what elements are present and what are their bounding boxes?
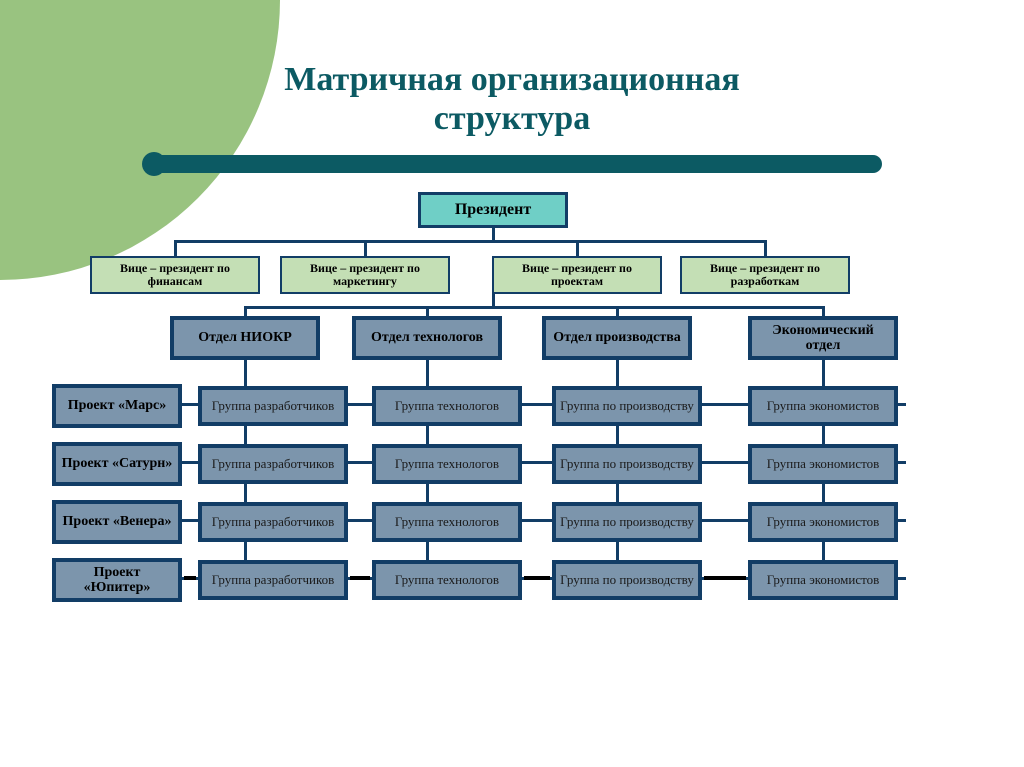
- vp-box-2: Вице – президент по проектам: [492, 256, 662, 294]
- line-dept-drop-0: [244, 306, 247, 316]
- dash-last-row-2: [704, 576, 746, 580]
- line-mid-drop: [492, 294, 495, 306]
- dept-box-1: Отдел технологов: [352, 316, 502, 360]
- cell-3-2: Группа по производству: [552, 560, 702, 600]
- president-box: Президент: [418, 192, 568, 228]
- title-line-1: Матричная организационная: [284, 61, 739, 98]
- title-underline-bar: [154, 155, 882, 173]
- cell-0-0: Группа разработчиков: [198, 386, 348, 426]
- cell-0-1: Группа технологов: [372, 386, 522, 426]
- cell-1-0: Группа разработчиков: [198, 444, 348, 484]
- dept-box-2: Отдел производства: [542, 316, 692, 360]
- dash-last-row-lead: [184, 576, 196, 580]
- slide-content: Матричная организационная структура През…: [0, 0, 1024, 712]
- cell-0-2: Группа по производству: [552, 386, 702, 426]
- line-dept-drop-3: [822, 306, 825, 316]
- line-vp-drop-0: [174, 240, 177, 256]
- dash-last-row-1: [524, 576, 550, 580]
- line-dept-rail: [245, 306, 823, 309]
- cell-1-3: Группа экономистов: [748, 444, 898, 484]
- cell-2-3: Группа экономистов: [748, 502, 898, 542]
- line-dept-drop-2: [616, 306, 619, 316]
- title-line-2: структура: [434, 100, 590, 137]
- cell-3-3: Группа экономистов: [748, 560, 898, 600]
- cell-3-1: Группа технологов: [372, 560, 522, 600]
- org-chart: Президент Вице – президент по финансам Виц…: [62, 192, 962, 712]
- project-box-2: Проект «Венера»: [52, 500, 182, 544]
- cell-2-0: Группа разработчиков: [198, 502, 348, 542]
- dept-box-3: Экономический отдел: [748, 316, 898, 360]
- title-underline: [142, 152, 882, 176]
- vp-box-1: Вице – президент по маркетингу: [280, 256, 450, 294]
- vp-box-0: Вице – президент по финансам: [90, 256, 260, 294]
- project-box-0: Проект «Марс»: [52, 384, 182, 428]
- dept-box-0: Отдел НИОКР: [170, 316, 320, 360]
- line-vp-drop-3: [764, 240, 767, 256]
- cell-2-1: Группа технологов: [372, 502, 522, 542]
- line-vp-drop-1: [364, 240, 367, 256]
- line-dept-drop-1: [426, 306, 429, 316]
- line-vp-drop-2: [576, 240, 579, 256]
- cell-1-2: Группа по производству: [552, 444, 702, 484]
- dash-last-row-0: [350, 576, 370, 580]
- line-vp-rail: [175, 240, 765, 243]
- project-box-3: Проект «Юпитер»: [52, 558, 182, 602]
- cell-2-2: Группа по производству: [552, 502, 702, 542]
- cell-1-1: Группа технологов: [372, 444, 522, 484]
- vp-box-3: Вице – президент по разработкам: [680, 256, 850, 294]
- slide-title: Матричная организационная структура: [0, 60, 1024, 138]
- cell-0-3: Группа экономистов: [748, 386, 898, 426]
- cell-3-0: Группа разработчиков: [198, 560, 348, 600]
- project-box-1: Проект «Сатурн»: [52, 442, 182, 486]
